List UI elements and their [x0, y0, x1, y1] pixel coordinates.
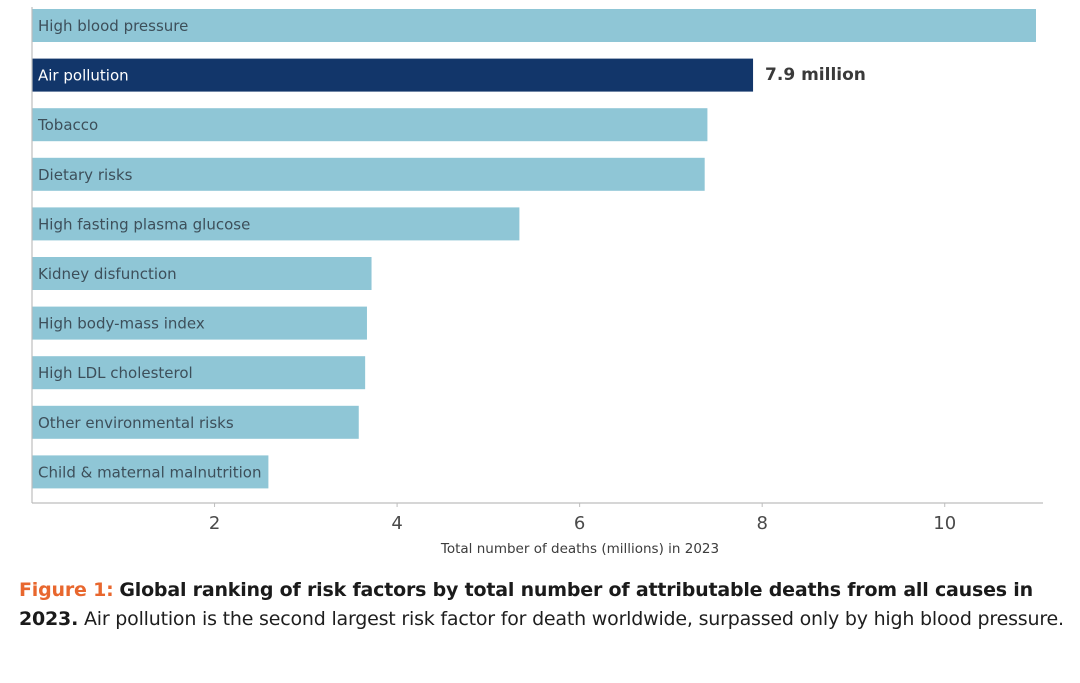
bar-group: High fasting plasma glucose [32, 207, 520, 241]
bar-category-label: High LDL cholesterol [38, 364, 193, 382]
bar [32, 108, 708, 142]
x-ticks: 2 4 6 8 10 [209, 503, 956, 534]
bar [32, 58, 754, 92]
bar [32, 306, 367, 340]
x-axis-title: Total number of deaths (millions) in 202… [440, 541, 719, 557]
bar [32, 9, 1036, 42]
x-tick-label: 4 [391, 513, 402, 534]
bar-category-label: Child & maternal malnutrition [38, 463, 261, 481]
bar [32, 356, 366, 390]
figure-number: Figure 1: [19, 579, 114, 601]
bar-group: Dietary risks [32, 157, 705, 191]
figure-body: Air pollution is the second largest risk… [83, 608, 1064, 630]
bar-group: High body-mass index [32, 306, 367, 340]
bar-group: Kidney disfunction [32, 257, 372, 290]
x-tick-label: 2 [209, 513, 220, 534]
x-tick-label: 8 [756, 513, 767, 534]
bars-layer: High blood pressure Air pollution 7.9 mill… [32, 9, 1036, 489]
bar-group: Child & maternal malnutrition [32, 455, 269, 489]
bar-category-label: Kidney disfunction [38, 265, 177, 283]
x-tick-label: 10 [933, 513, 956, 534]
bar-value-label: 7.9 million [765, 65, 866, 85]
figure-title: Global ranking of risk factors by total … [19, 579, 1033, 630]
bar-category-label: High blood pressure [38, 17, 188, 35]
figure-caption: Figure 1: Global ranking of risk factors… [19, 576, 1069, 634]
x-tick-label: 6 [574, 513, 585, 534]
bar-group: Tobacco [32, 108, 708, 142]
bar-group: High LDL cholesterol [32, 356, 366, 390]
bar-category-label: High fasting plasma glucose [38, 215, 250, 233]
bar [32, 405, 359, 439]
bar-category-label: Other environmental risks [38, 414, 234, 432]
bar-category-label: Tobacco [37, 116, 98, 134]
bar-category-label: Air pollution [38, 67, 129, 85]
bar [32, 157, 705, 191]
bar-group: High blood pressure [32, 9, 1036, 42]
bar [32, 455, 269, 489]
bar [32, 207, 520, 241]
bar-category-label: Dietary risks [38, 166, 133, 184]
bar-group: Air pollution 7.9 million [32, 58, 866, 92]
bar [32, 257, 372, 290]
bar-chart: High blood pressure Air pollution 7.9 mill… [31, 7, 1043, 557]
bar-category-label: High body-mass index [38, 315, 205, 333]
bar-group: Other environmental risks [32, 405, 359, 439]
